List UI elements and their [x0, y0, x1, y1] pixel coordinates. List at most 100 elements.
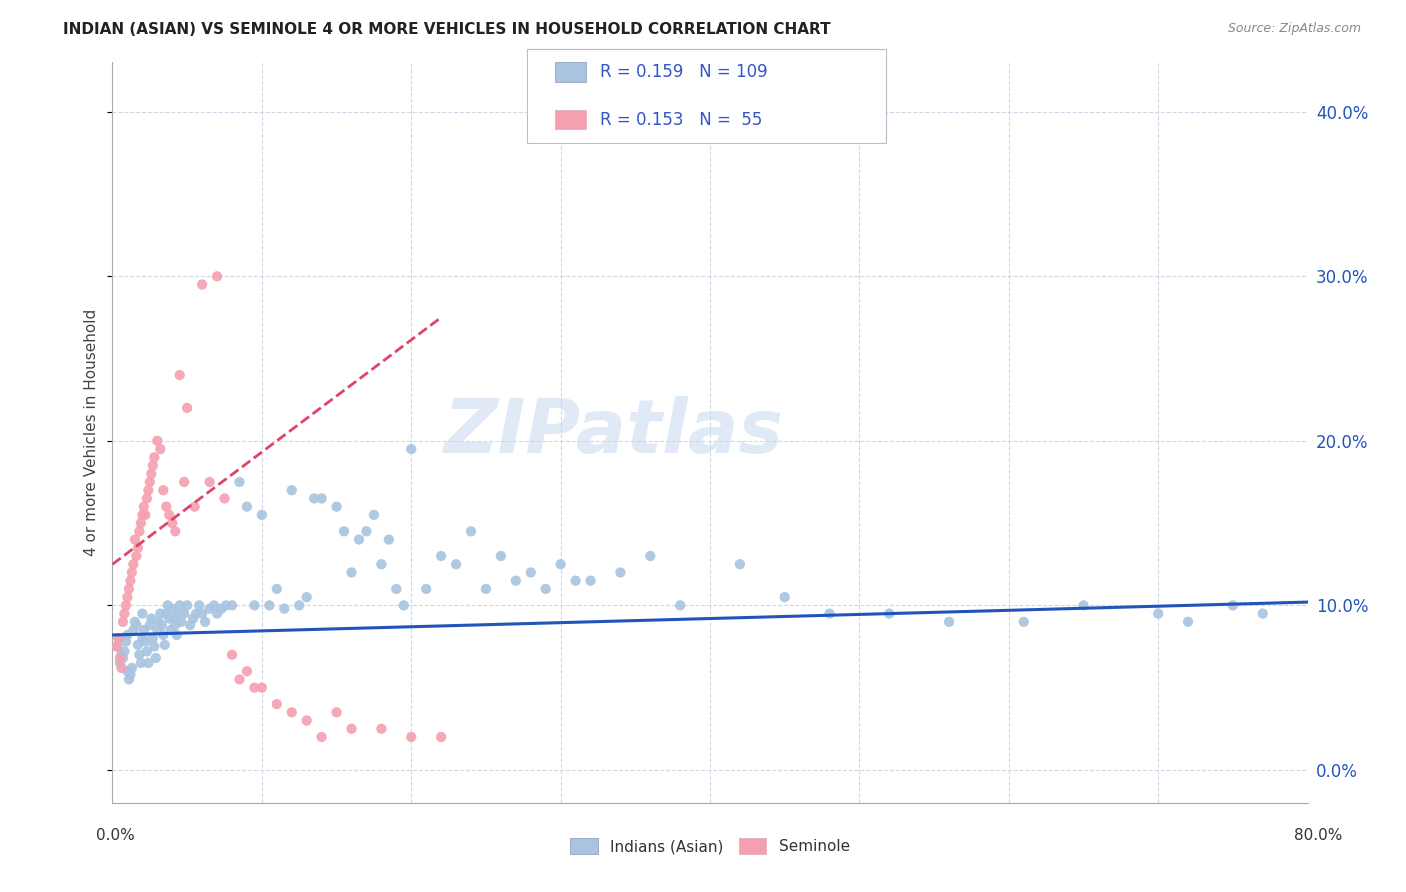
Point — [259, 599, 281, 613]
Point — [401, 730, 423, 744]
Point — [1251, 607, 1274, 621]
Point — [243, 599, 266, 613]
Point — [236, 500, 259, 514]
Point — [152, 628, 174, 642]
Point — [173, 607, 195, 621]
Point — [131, 607, 153, 621]
Point — [139, 475, 162, 489]
Point — [143, 640, 166, 654]
Point — [325, 706, 347, 720]
Point — [295, 714, 318, 728]
Point — [162, 601, 183, 615]
Point — [938, 615, 960, 629]
Point — [149, 442, 172, 456]
Point — [111, 651, 134, 665]
Point — [183, 500, 205, 514]
Point — [520, 566, 543, 580]
Point — [215, 599, 238, 613]
Point — [773, 590, 796, 604]
Point — [107, 632, 129, 646]
Point — [128, 648, 150, 662]
Point — [135, 491, 157, 506]
Point — [534, 582, 557, 596]
Point — [120, 667, 142, 681]
Point — [378, 533, 401, 547]
Point — [138, 656, 160, 670]
Point — [295, 590, 318, 604]
Point — [108, 651, 131, 665]
Point — [118, 673, 141, 687]
Point — [107, 632, 129, 646]
Point — [146, 623, 169, 637]
Point — [131, 508, 153, 522]
Point — [115, 599, 138, 613]
Point — [157, 508, 180, 522]
Point — [250, 681, 273, 695]
Point — [141, 467, 163, 481]
Point — [640, 549, 662, 563]
Point — [281, 483, 304, 498]
Point — [166, 628, 188, 642]
Point — [105, 640, 128, 654]
Point — [169, 368, 191, 382]
Point — [138, 483, 160, 498]
Point — [221, 599, 243, 613]
Point — [186, 607, 208, 621]
Point — [156, 599, 179, 613]
Point — [1177, 615, 1199, 629]
Text: Source: ZipAtlas.com: Source: ZipAtlas.com — [1227, 22, 1361, 36]
Text: 80.0%: 80.0% — [1295, 828, 1343, 843]
Point — [879, 607, 901, 621]
Point — [125, 549, 148, 563]
Point — [142, 632, 165, 646]
Point — [139, 618, 162, 632]
Point — [609, 566, 631, 580]
Point — [165, 524, 187, 539]
Point — [127, 638, 149, 652]
Point — [430, 549, 453, 563]
Point — [550, 558, 572, 572]
Text: R = 0.153   N =  55: R = 0.153 N = 55 — [600, 111, 762, 128]
Point — [356, 524, 378, 539]
Point — [141, 611, 163, 625]
Point — [205, 607, 228, 621]
Point — [167, 607, 190, 621]
Point — [579, 574, 602, 588]
Point — [430, 730, 453, 744]
Point — [1147, 607, 1170, 621]
Point — [311, 491, 333, 506]
Point — [117, 590, 139, 604]
Point — [1073, 599, 1095, 613]
Point — [148, 615, 170, 629]
Point — [114, 607, 135, 621]
Point — [142, 458, 165, 473]
Text: INDIAN (ASIAN) VS SEMINOLE 4 OR MORE VEHICLES IN HOUSEHOLD CORRELATION CHART: INDIAN (ASIAN) VS SEMINOLE 4 OR MORE VEH… — [63, 22, 831, 37]
Point — [117, 664, 139, 678]
Point — [273, 601, 295, 615]
Point — [110, 648, 132, 662]
Point — [385, 582, 408, 596]
Point — [129, 516, 152, 530]
Point — [191, 607, 214, 621]
Point — [460, 524, 482, 539]
Text: 0.0%: 0.0% — [96, 828, 135, 843]
Point — [489, 549, 512, 563]
Point — [228, 475, 250, 489]
Point — [125, 618, 148, 632]
Point — [176, 401, 198, 415]
Point — [194, 615, 217, 629]
Point — [110, 661, 132, 675]
Point — [211, 601, 233, 615]
Point — [669, 599, 692, 613]
Point — [134, 634, 156, 648]
Point — [162, 516, 183, 530]
Point — [243, 681, 266, 695]
Point — [198, 475, 221, 489]
Point — [340, 566, 363, 580]
Point — [302, 491, 325, 506]
Point — [370, 558, 392, 572]
Point — [165, 618, 187, 632]
Point — [127, 541, 149, 555]
Point — [170, 615, 193, 629]
Point — [128, 524, 150, 539]
